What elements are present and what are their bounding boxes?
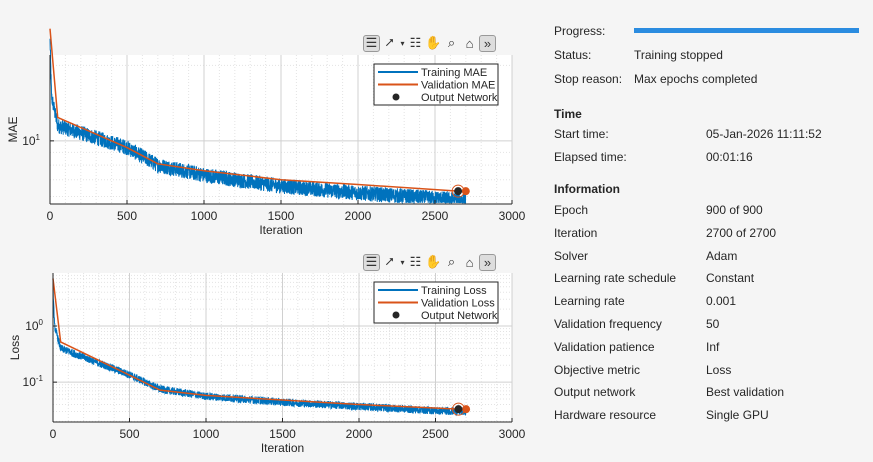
axes-toolbar-mae: ☰ ⭧ ▾ ☷ ✋ ⌕ ⌂ » (363, 34, 496, 52)
y-tick-base: 10 (23, 375, 37, 389)
pan-hand-icon[interactable]: ✋ (425, 254, 442, 269)
y-tick-base: 10 (22, 134, 36, 148)
legend-entry: Training Loss (421, 285, 487, 297)
information-header: Information (554, 182, 620, 196)
y-tick-exponent: 0 (39, 318, 44, 327)
elapsed-time-value: 00:01:16 (706, 150, 753, 164)
x-tick-label: 0 (47, 209, 54, 223)
info-value: Single GPU (706, 408, 769, 423)
info-label: Hardware resource (554, 408, 657, 423)
info-label: Solver (554, 248, 589, 263)
validation-line (52, 278, 467, 410)
info-value: Inf (706, 339, 720, 354)
legend-output-network-swatch (392, 93, 400, 101)
x-axis-label: Iteration (259, 223, 302, 237)
x-tick-label: 1500 (269, 427, 296, 441)
progress-label: Progress: (554, 24, 606, 38)
y-tick-label: 10-1 (23, 374, 44, 389)
y-tick-exponent: 1 (36, 133, 41, 142)
start-time-label: Start time: (554, 127, 609, 141)
export-icon[interactable]: ⭧ (385, 254, 394, 269)
expand-icon[interactable]: » (479, 34, 496, 52)
info-value: Adam (706, 248, 738, 263)
dropdown-caret-icon[interactable]: ▾ (400, 257, 405, 267)
x-tick-label: 0 (50, 427, 57, 441)
info-value: Constant (706, 271, 755, 286)
x-tick-label: 2500 (422, 209, 449, 223)
legend-entry: Training MAE (421, 67, 487, 79)
data-tip-icon[interactable]: ☷ (409, 254, 422, 269)
home-icon[interactable]: ⌂ (465, 254, 474, 270)
dropdown-caret-icon[interactable]: ▾ (400, 38, 405, 48)
x-tick-label: 1000 (191, 209, 218, 223)
info-label: Objective metric (554, 362, 641, 377)
status-value: Training stopped (634, 48, 723, 62)
export-icon[interactable]: ⭧ (385, 35, 394, 50)
x-tick-label: 2000 (345, 209, 372, 223)
plot-view-icon[interactable]: ☰ (363, 253, 380, 271)
training-line (49, 38, 467, 205)
chart-loss: 0 500 1000 1500 2000 2500 300010010-1Iteration… (8, 273, 526, 455)
x-tick-label: 2500 (422, 427, 449, 441)
data-tip-icon[interactable]: ☷ (409, 35, 422, 50)
info-value: Loss (706, 362, 732, 377)
zoom-icon[interactable]: ⌕ (447, 35, 456, 50)
stop-reason-label: Stop reason: (554, 72, 623, 86)
y-tick-exponent: -1 (36, 374, 44, 383)
training-plots: 0 500 1000 1500 2000 2500 3000101IterationMAET… (6, 28, 526, 455)
output-network-ring (451, 402, 465, 416)
validation-line (49, 28, 466, 192)
legend-entry: Output Network (421, 310, 498, 322)
info-value: 2700 of 2700 (706, 225, 777, 240)
stop-reason-value: Max epochs completed (634, 72, 758, 86)
x-tick-label: 2000 (346, 427, 373, 441)
pan-hand-icon[interactable]: ✋ (425, 35, 442, 50)
x-tick-label: 500 (119, 427, 139, 441)
legend-entry: Validation MAE (421, 80, 495, 92)
y-tick-label: 100 (25, 318, 43, 333)
status-label: Status: (554, 48, 592, 62)
output-network-marker (454, 187, 463, 196)
x-tick-label: 3000 (499, 209, 526, 223)
start-time-value: 05-Jan-2026 11:11:52 (706, 127, 822, 141)
info-label: Iteration (554, 225, 598, 240)
info-label: Learning rate (554, 294, 625, 309)
axes-toolbar-loss: ☰ ⭧ ▾ ☷ ✋ ⌕ ⌂ » (363, 253, 496, 271)
plot-view-icon[interactable]: ☰ (363, 34, 380, 52)
info-value: Best validation (706, 385, 785, 400)
y-tick-label: 101 (22, 133, 40, 148)
progress-bar (634, 28, 859, 33)
x-tick-label: 1000 (193, 427, 220, 441)
x-tick-label: 3000 (499, 427, 526, 441)
info-label: Validation patience (554, 339, 655, 354)
info-value: 900 of 900 (706, 203, 763, 217)
x-axis-label: Iteration (261, 441, 304, 455)
zoom-icon[interactable]: ⌕ (447, 254, 456, 269)
legend-entry: Validation Loss (421, 298, 495, 310)
info-value: 50 (706, 317, 720, 331)
info-label: Output network (554, 385, 636, 400)
x-tick-label: 500 (117, 209, 137, 223)
info-label: Validation frequency (554, 317, 662, 331)
chart-mae: 0 500 1000 1500 2000 2500 3000 101 Iteration MAE T… (6, 28, 526, 237)
y-axis-label: MAE (6, 116, 20, 142)
elapsed-time-label: Elapsed time: (554, 150, 627, 164)
x-tick-label: 1500 (268, 209, 295, 223)
info-label: Epoch (554, 203, 589, 217)
home-icon[interactable]: ⌂ (465, 35, 474, 51)
time-header: Time (554, 107, 582, 121)
y-tick-base: 10 (25, 319, 39, 333)
info-label: Learning rate schedule (554, 271, 677, 286)
output-network-ring (451, 184, 465, 198)
info-value: 0.001 (706, 294, 737, 309)
expand-icon[interactable]: » (479, 253, 496, 271)
legend-output-network-swatch (392, 311, 400, 319)
progress-bar-fill (634, 28, 859, 33)
legend-entry: Output Network (421, 92, 498, 104)
output-network-marker (454, 405, 463, 414)
y-axis-label: Loss (8, 335, 22, 360)
